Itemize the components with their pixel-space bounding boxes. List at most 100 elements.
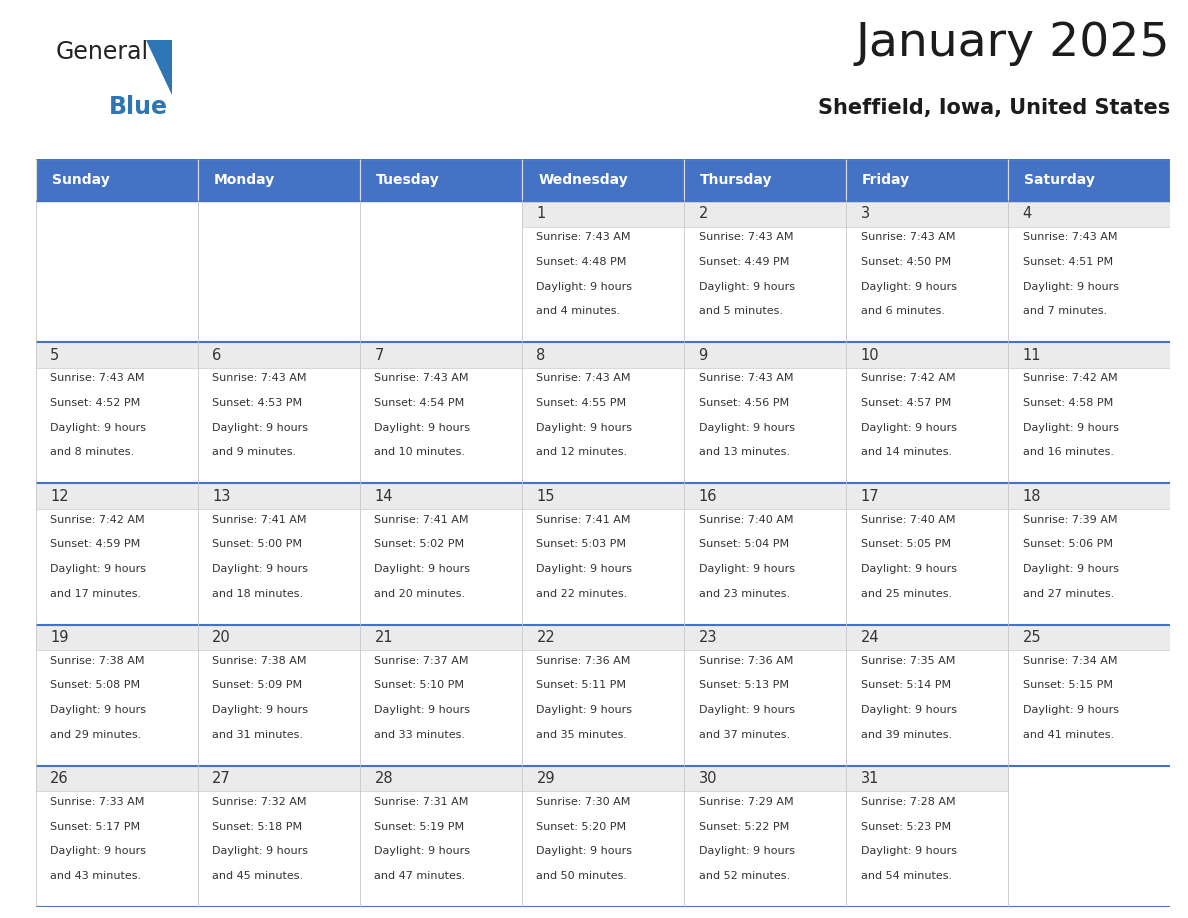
- Text: Daylight: 9 hours: Daylight: 9 hours: [699, 564, 795, 574]
- Text: Sunset: 5:22 PM: Sunset: 5:22 PM: [699, 822, 789, 832]
- Text: and 14 minutes.: and 14 minutes.: [860, 447, 952, 457]
- Bar: [36, 766, 197, 907]
- Text: Daylight: 9 hours: Daylight: 9 hours: [50, 564, 146, 574]
- Text: and 9 minutes.: and 9 minutes.: [213, 447, 297, 457]
- Text: Sunset: 5:05 PM: Sunset: 5:05 PM: [860, 539, 950, 549]
- Text: 21: 21: [374, 630, 393, 644]
- Text: Sunset: 5:23 PM: Sunset: 5:23 PM: [860, 822, 950, 832]
- Bar: [36, 201, 197, 342]
- Text: Sunrise: 7:31 AM: Sunrise: 7:31 AM: [374, 797, 469, 807]
- Text: January 2025: January 2025: [855, 21, 1170, 66]
- Text: Sunrise: 7:42 AM: Sunrise: 7:42 AM: [860, 374, 955, 384]
- Text: Sunday: Sunday: [52, 173, 109, 187]
- Text: 30: 30: [699, 771, 718, 786]
- Text: Daylight: 9 hours: Daylight: 9 hours: [374, 564, 470, 574]
- Text: Daylight: 9 hours: Daylight: 9 hours: [50, 423, 146, 432]
- Text: and 10 minutes.: and 10 minutes.: [374, 447, 466, 457]
- Bar: [197, 484, 360, 624]
- Bar: [360, 159, 522, 201]
- Bar: [1009, 342, 1170, 484]
- Bar: [197, 201, 360, 342]
- Text: Daylight: 9 hours: Daylight: 9 hours: [1023, 705, 1119, 715]
- Text: 20: 20: [213, 630, 230, 644]
- Bar: [36, 342, 197, 484]
- Text: and 5 minutes.: and 5 minutes.: [699, 307, 783, 317]
- Bar: [522, 766, 684, 791]
- Text: Sunrise: 7:33 AM: Sunrise: 7:33 AM: [50, 797, 145, 807]
- Text: Daylight: 9 hours: Daylight: 9 hours: [537, 282, 632, 292]
- Bar: [36, 159, 197, 201]
- Text: and 18 minutes.: and 18 minutes.: [213, 588, 303, 599]
- Text: 29: 29: [537, 771, 555, 786]
- Text: Sunrise: 7:43 AM: Sunrise: 7:43 AM: [1023, 232, 1117, 242]
- Text: Sunset: 5:10 PM: Sunset: 5:10 PM: [374, 680, 465, 690]
- Text: Sunset: 4:54 PM: Sunset: 4:54 PM: [374, 398, 465, 409]
- Bar: [522, 624, 684, 650]
- Bar: [684, 159, 846, 201]
- Text: and 4 minutes.: and 4 minutes.: [537, 307, 620, 317]
- Text: Sunset: 5:03 PM: Sunset: 5:03 PM: [537, 539, 626, 549]
- Bar: [197, 624, 360, 766]
- Text: Sunset: 4:49 PM: Sunset: 4:49 PM: [699, 257, 789, 267]
- Text: Sunset: 4:52 PM: Sunset: 4:52 PM: [50, 398, 140, 409]
- Text: 27: 27: [213, 771, 230, 786]
- Text: 5: 5: [50, 348, 59, 363]
- Text: Sunrise: 7:43 AM: Sunrise: 7:43 AM: [213, 374, 307, 384]
- Text: Sheffield, Iowa, United States: Sheffield, Iowa, United States: [817, 98, 1170, 118]
- Text: Daylight: 9 hours: Daylight: 9 hours: [699, 705, 795, 715]
- Text: Daylight: 9 hours: Daylight: 9 hours: [374, 705, 470, 715]
- Text: 4: 4: [1023, 207, 1032, 221]
- Text: Sunrise: 7:42 AM: Sunrise: 7:42 AM: [50, 515, 145, 524]
- Text: Tuesday: Tuesday: [375, 173, 440, 187]
- Text: Sunrise: 7:36 AM: Sunrise: 7:36 AM: [699, 655, 792, 666]
- Bar: [36, 624, 197, 766]
- Text: Sunset: 5:20 PM: Sunset: 5:20 PM: [537, 822, 626, 832]
- Bar: [197, 624, 360, 650]
- Bar: [522, 766, 684, 907]
- Text: Sunset: 5:13 PM: Sunset: 5:13 PM: [699, 680, 789, 690]
- Text: and 50 minutes.: and 50 minutes.: [537, 871, 627, 881]
- Text: Saturday: Saturday: [1024, 173, 1095, 187]
- Text: Sunrise: 7:43 AM: Sunrise: 7:43 AM: [537, 232, 631, 242]
- Text: Daylight: 9 hours: Daylight: 9 hours: [50, 705, 146, 715]
- Text: Sunrise: 7:43 AM: Sunrise: 7:43 AM: [699, 374, 794, 384]
- Text: Sunset: 4:57 PM: Sunset: 4:57 PM: [860, 398, 950, 409]
- Text: Thursday: Thursday: [700, 173, 772, 187]
- Text: and 23 minutes.: and 23 minutes.: [699, 588, 790, 599]
- Text: Sunset: 4:59 PM: Sunset: 4:59 PM: [50, 539, 140, 549]
- Text: Sunrise: 7:40 AM: Sunrise: 7:40 AM: [860, 515, 955, 524]
- Bar: [684, 484, 846, 509]
- Text: Sunrise: 7:40 AM: Sunrise: 7:40 AM: [699, 515, 794, 524]
- Text: and 54 minutes.: and 54 minutes.: [860, 871, 952, 881]
- Bar: [36, 342, 197, 368]
- Text: Sunset: 5:18 PM: Sunset: 5:18 PM: [213, 822, 303, 832]
- Text: Sunrise: 7:41 AM: Sunrise: 7:41 AM: [374, 515, 469, 524]
- Text: Sunrise: 7:41 AM: Sunrise: 7:41 AM: [537, 515, 631, 524]
- Bar: [197, 766, 360, 791]
- Bar: [360, 766, 522, 791]
- Text: Sunrise: 7:38 AM: Sunrise: 7:38 AM: [213, 655, 307, 666]
- Text: and 20 minutes.: and 20 minutes.: [374, 588, 466, 599]
- Text: 3: 3: [860, 207, 870, 221]
- Bar: [1009, 201, 1170, 227]
- Text: Monday: Monday: [214, 173, 276, 187]
- Bar: [360, 484, 522, 509]
- Text: and 12 minutes.: and 12 minutes.: [537, 447, 627, 457]
- Text: Sunrise: 7:43 AM: Sunrise: 7:43 AM: [537, 374, 631, 384]
- Text: and 45 minutes.: and 45 minutes.: [213, 871, 303, 881]
- Bar: [197, 342, 360, 484]
- Text: and 25 minutes.: and 25 minutes.: [860, 588, 952, 599]
- Text: and 16 minutes.: and 16 minutes.: [1023, 447, 1113, 457]
- Text: Daylight: 9 hours: Daylight: 9 hours: [1023, 423, 1119, 432]
- Text: Sunset: 5:17 PM: Sunset: 5:17 PM: [50, 822, 140, 832]
- Bar: [197, 159, 360, 201]
- Text: 12: 12: [50, 488, 69, 504]
- Text: 23: 23: [699, 630, 718, 644]
- Text: 8: 8: [537, 348, 545, 363]
- Text: Sunset: 5:08 PM: Sunset: 5:08 PM: [50, 680, 140, 690]
- Text: Daylight: 9 hours: Daylight: 9 hours: [213, 705, 309, 715]
- Bar: [846, 201, 1009, 342]
- Text: 18: 18: [1023, 488, 1041, 504]
- Text: Sunset: 5:11 PM: Sunset: 5:11 PM: [537, 680, 626, 690]
- Text: Sunset: 5:09 PM: Sunset: 5:09 PM: [213, 680, 303, 690]
